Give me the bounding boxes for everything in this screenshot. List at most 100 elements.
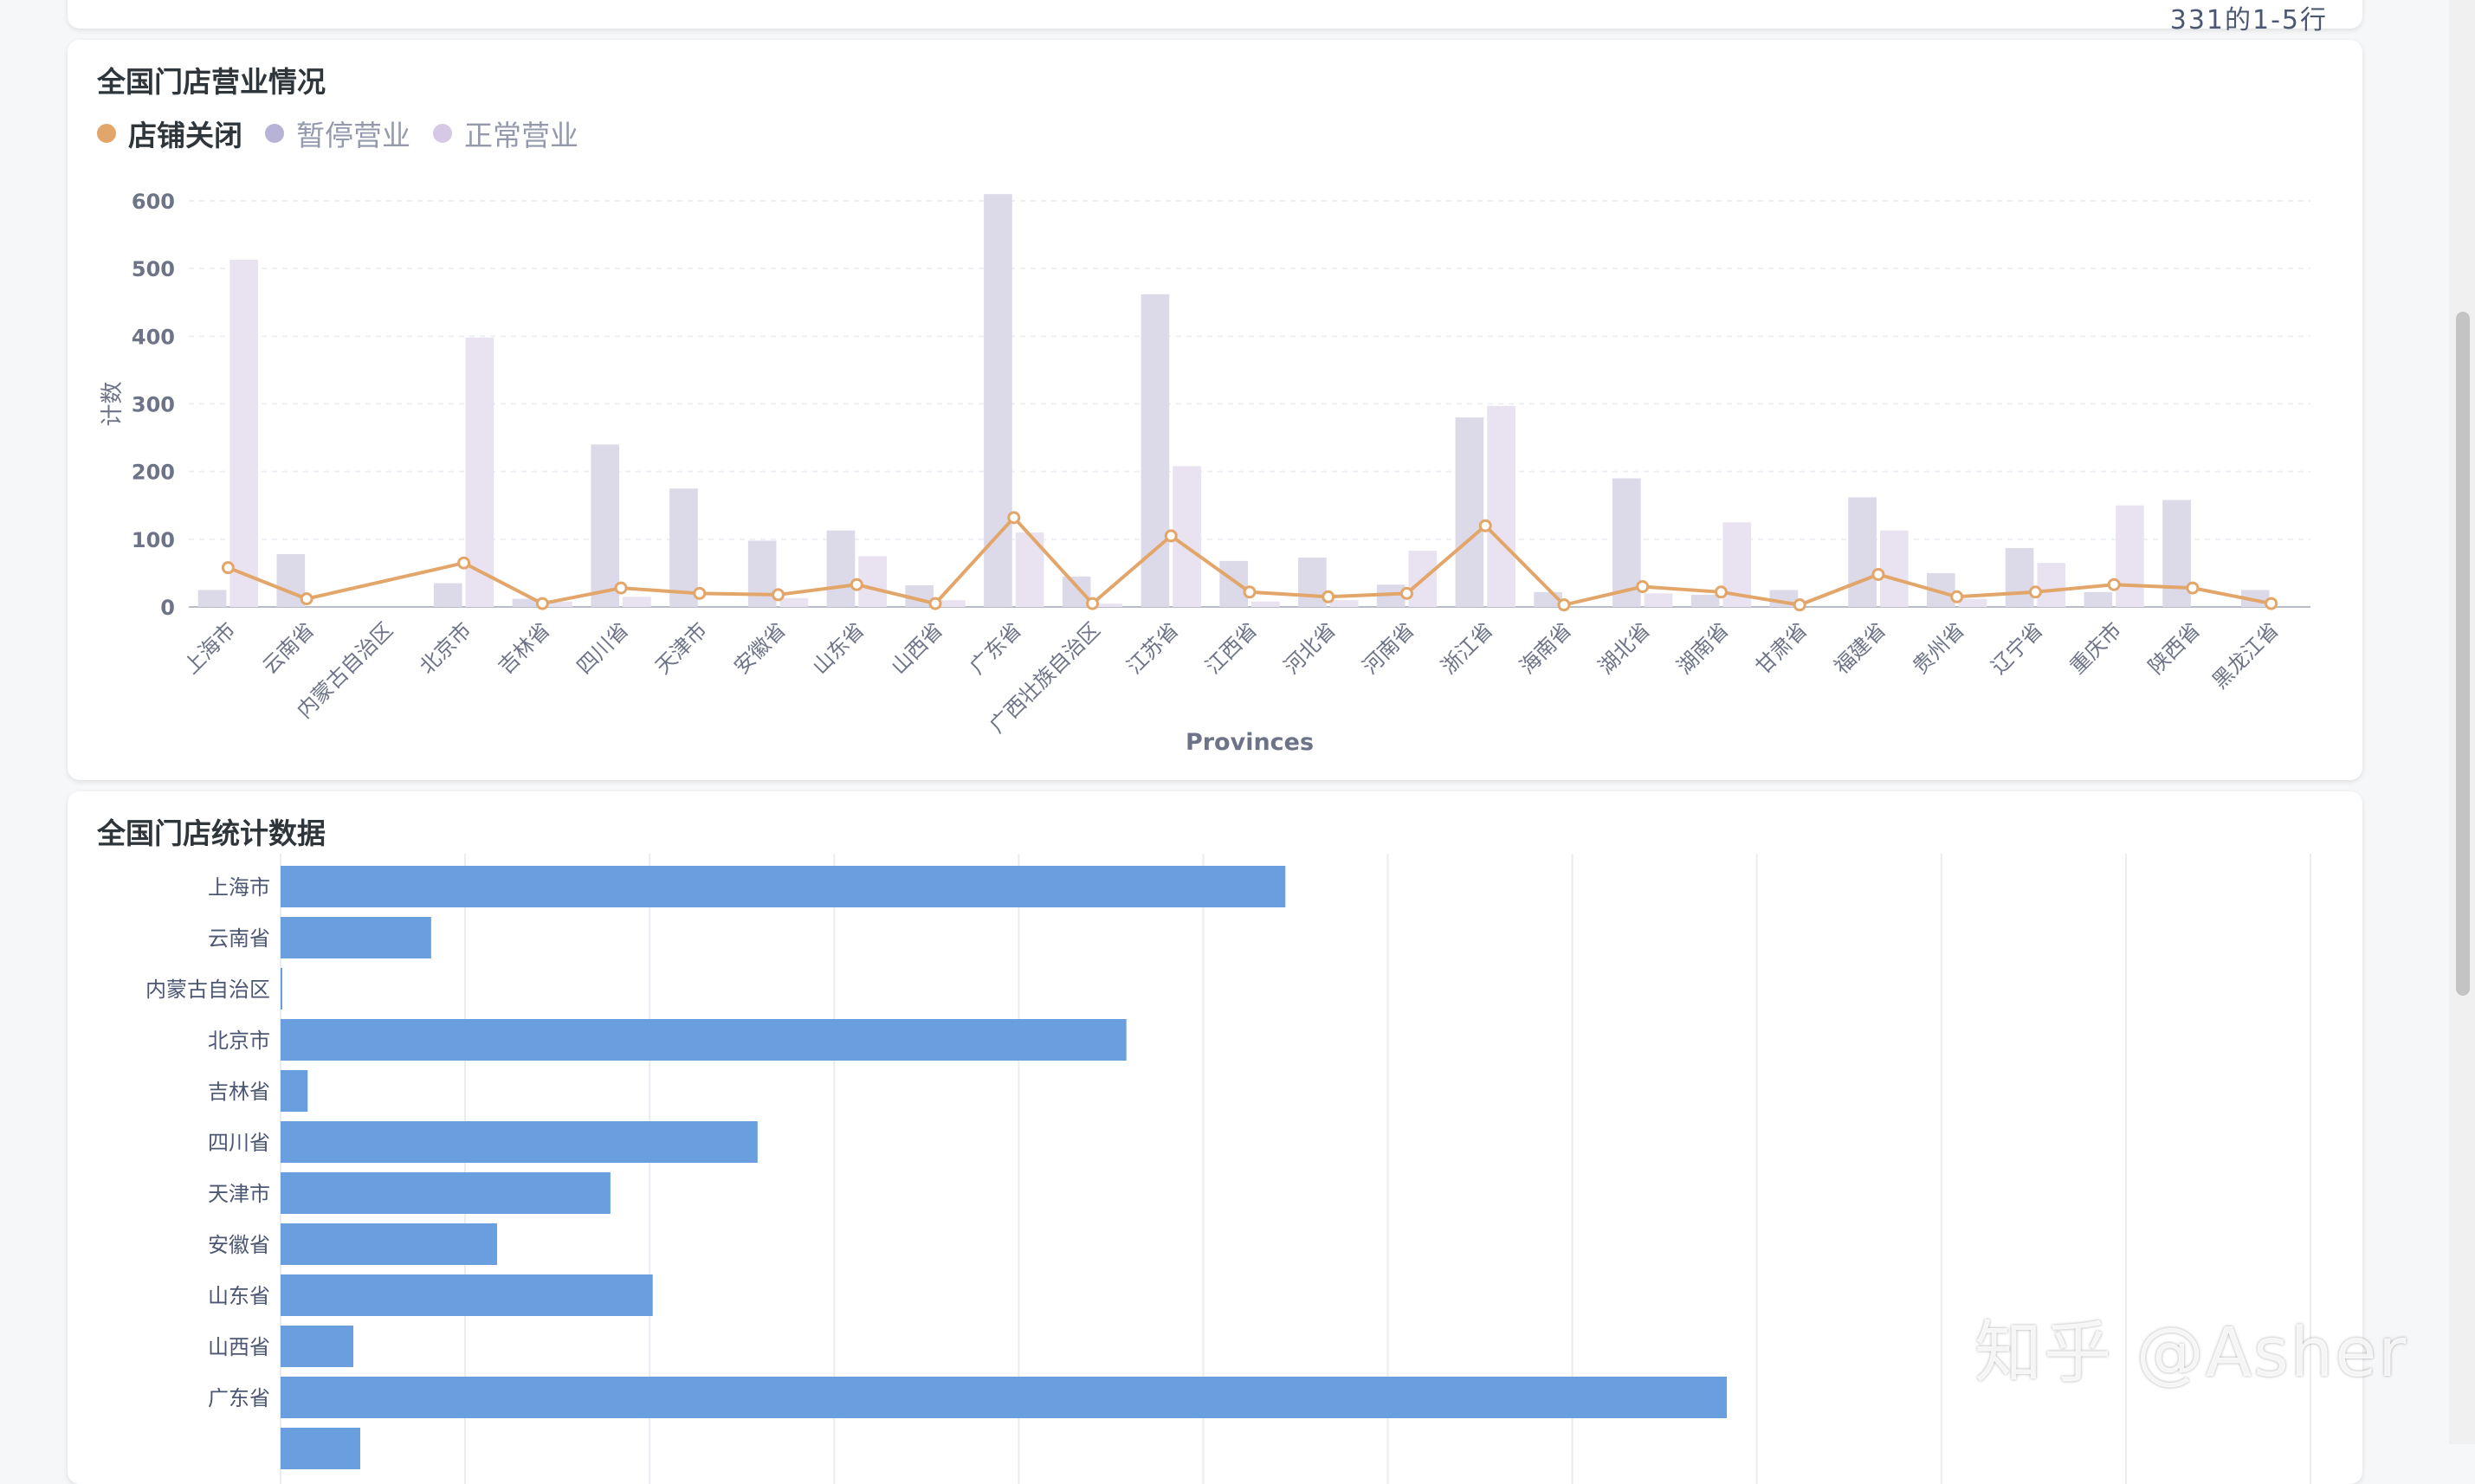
hbar xyxy=(281,1019,1127,1061)
line-point-closed xyxy=(1557,598,1571,612)
x-tick-label: 吉林省 xyxy=(494,617,555,679)
bar-paused xyxy=(1690,594,1720,607)
y-tick-label: 四川省 xyxy=(208,1131,270,1155)
x-tick-label: 河南省 xyxy=(1358,617,1419,679)
bar-open xyxy=(2116,505,2144,607)
bar-open xyxy=(779,597,809,607)
chart-title: 全国门店营业情况 xyxy=(97,65,326,99)
line-point-closed xyxy=(1243,585,1257,599)
x-tick-label: 四川省 xyxy=(572,617,634,679)
x-tick-label: 辽宁省 xyxy=(1987,617,2048,679)
x-tick-label: 湖南省 xyxy=(1672,617,1734,679)
y-tick-label: 0 xyxy=(160,596,175,620)
bar-open xyxy=(1644,593,1673,607)
bar-open xyxy=(937,600,966,607)
watermark: 知乎 @Asher xyxy=(1974,1314,2408,1392)
chart-legend: 店铺关闭 暂停营业 正常营业 xyxy=(97,113,578,154)
hbar xyxy=(281,1326,353,1367)
bar-open xyxy=(1251,601,1280,607)
legend-item-paused[interactable]: 暂停营业 xyxy=(265,113,410,154)
bar-paused xyxy=(984,194,1012,607)
y-tick-label: 广东省 xyxy=(208,1386,270,1410)
store-status-chart-card: 全国门店营业情况 店铺关闭 暂停营业 正常营业 0 100 200 300 400 500… xyxy=(68,40,2362,780)
scrollbar-track[interactable] xyxy=(2449,0,2475,1444)
bar-open xyxy=(1879,530,1909,607)
hbar xyxy=(281,917,431,958)
x-tick-label: 广东省 xyxy=(965,617,1026,679)
bar-open xyxy=(1094,603,1123,607)
x-tick-label: 海南省 xyxy=(1515,617,1576,679)
y-tick-label: 山东省 xyxy=(208,1284,270,1308)
y-tick-label: 400 xyxy=(132,325,175,349)
legend-label: 暂停营业 xyxy=(296,119,410,152)
previous-card: 331的1-5行 xyxy=(68,0,2362,35)
bar-paused xyxy=(1062,576,1091,607)
y-tick-label: 300 xyxy=(132,393,175,417)
y-tick-label: 内蒙古自治区 xyxy=(145,978,270,1002)
pagination-text: 331的1-5行 xyxy=(2169,5,2328,35)
hbar xyxy=(281,1274,653,1316)
bar-open xyxy=(465,337,494,607)
chart-title: 全国门店统计数据 xyxy=(97,816,326,850)
line-point-closed xyxy=(1399,586,1413,600)
line-point-closed xyxy=(1007,511,1021,525)
hbar xyxy=(281,1121,758,1163)
line-point-closed xyxy=(1164,529,1178,543)
line-point-closed xyxy=(850,577,863,591)
scrollbar-thumb[interactable] xyxy=(2456,312,2470,996)
legend-item-open[interactable]: 正常营业 xyxy=(433,113,578,154)
line-point-closed xyxy=(928,597,942,610)
bar-open xyxy=(229,260,259,607)
line-point-closed xyxy=(1950,590,1964,603)
hbar xyxy=(281,1428,360,1469)
bar-paused xyxy=(1141,294,1170,607)
bar-open xyxy=(1958,598,1987,607)
y-tick-label: 600 xyxy=(132,190,175,214)
legend-label: 店铺关闭 xyxy=(128,119,242,152)
line-point-closed xyxy=(1322,590,1335,603)
y-tick-label: 北京市 xyxy=(208,1029,270,1053)
legend-dot-icon xyxy=(97,124,116,143)
x-tick-label: 上海市 xyxy=(179,617,241,679)
line-point-closed xyxy=(693,586,707,600)
legend-item-closed[interactable]: 店铺关闭 xyxy=(97,113,242,154)
legend-label: 正常营业 xyxy=(464,119,578,152)
y-tick-label: 上海市 xyxy=(208,875,270,900)
x-tick-label: 江苏省 xyxy=(1122,617,1184,679)
bar-paused xyxy=(1848,497,1877,607)
line-point-closed xyxy=(2186,581,2200,595)
x-tick-label: 山东省 xyxy=(808,617,869,679)
x-tick-label: 黑龙江省 xyxy=(2207,617,2284,694)
bar-open xyxy=(544,601,572,607)
store-stats-chart-card: 全国门店统计数据 上海市 云南省 内蒙古自治区 北京市 吉林省 四川省 天津市 安徽省 山东省山… xyxy=(68,791,2362,1484)
line-point-closed xyxy=(772,588,785,602)
x-tick-label: 甘肃省 xyxy=(1751,617,1813,679)
line-closed xyxy=(227,514,2272,607)
x-tick-label: 河北省 xyxy=(1279,617,1341,679)
line-point-closed xyxy=(1714,585,1728,599)
y-tick-label: 安徽省 xyxy=(208,1233,270,1257)
bar-paused xyxy=(591,444,620,607)
line-point-closed xyxy=(1086,597,1100,610)
bar-open xyxy=(2037,563,2066,607)
y-tick-label: 山西省 xyxy=(208,1335,270,1359)
line-point-closed xyxy=(300,592,313,606)
bar-open xyxy=(858,556,887,607)
line-point-closed xyxy=(1478,519,1492,532)
hbar xyxy=(281,1377,1728,1418)
x-tick-label: 浙江省 xyxy=(1437,617,1498,679)
line-point-closed xyxy=(1871,567,1885,581)
line-point-closed xyxy=(614,581,628,595)
x-tick-label: 江西省 xyxy=(1201,617,1263,679)
line-point-closed xyxy=(2107,577,2121,591)
hbar xyxy=(281,968,282,1010)
bar-paused xyxy=(1298,557,1327,607)
hbar xyxy=(281,1070,308,1112)
y-axis-label: 计数 xyxy=(100,381,126,426)
hbar xyxy=(281,1172,611,1214)
bar-open xyxy=(1329,600,1359,607)
bar-paused xyxy=(826,530,856,607)
y-tick-label: 云南省 xyxy=(208,926,270,951)
bar-paused xyxy=(2084,591,2113,607)
